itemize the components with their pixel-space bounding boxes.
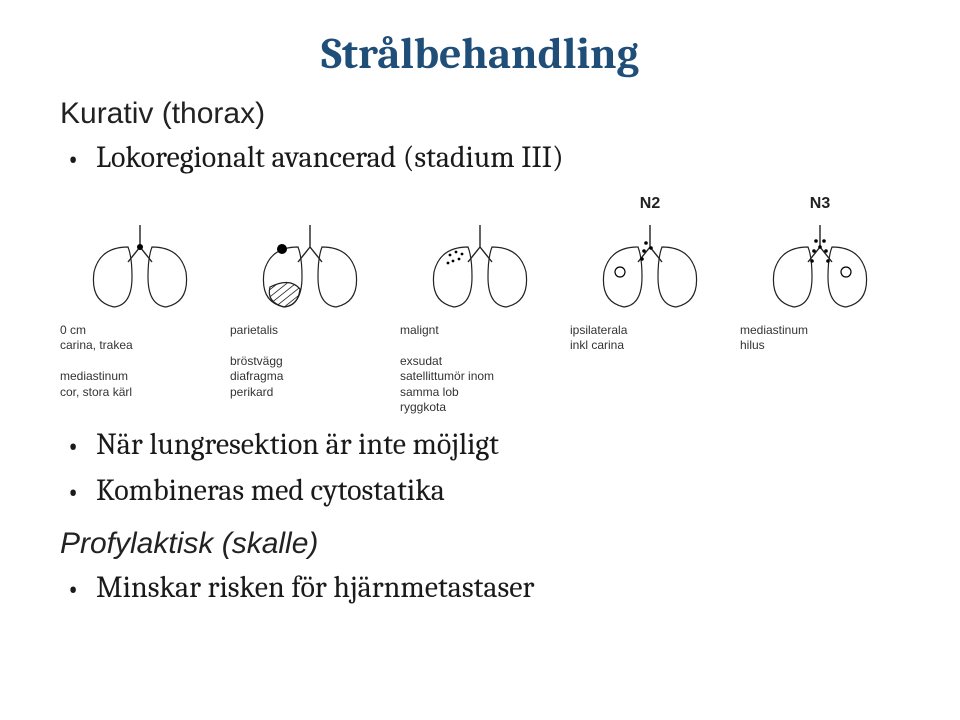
diagram-caption: 0 cm carina, trakea mediastinum cor, sto… — [60, 323, 220, 401]
hatched-region-icon — [252, 264, 318, 317]
n-label: N2 — [640, 195, 660, 215]
diagram-cell-n3: N3 mediastinum hilus — [740, 195, 900, 354]
diagram-cell-n2: N2 ipsilaterala inkl carina — [570, 195, 730, 354]
lungs-icon — [240, 217, 380, 317]
lungs-icon — [70, 217, 210, 317]
diagram-caption: mediastinum hilus — [740, 323, 900, 354]
section-heading-profylaktisk: Profylaktisk (skalle) — [60, 527, 900, 561]
bullets-section2: När lungresektion är inte möjligt Kombin… — [60, 426, 900, 509]
bullets-kurativ: Lokoregionalt avancerad (stadium III) — [60, 139, 900, 177]
lung-diagram-strip: 0 cm carina, trakea mediastinum cor, sto… — [60, 195, 900, 417]
slide: Strålbehandling Kurativ (thorax) Lokoreg… — [0, 0, 960, 720]
bullet-item: Minskar risken för hjärnmetastaser — [60, 569, 900, 607]
diagram-caption: parietalis bröstvägg diafragma perikard — [230, 323, 390, 401]
diagram-cell-t2: parietalis bröstvägg diafragma perikard — [230, 195, 390, 401]
diagram-caption: malignt exsudat satellittumör inom samma… — [400, 323, 560, 417]
lungs-icon — [580, 217, 720, 317]
lungs-icon — [410, 217, 550, 317]
bullet-item: Kombineras med cytostatika — [60, 472, 900, 510]
diagram-cell-t1: 0 cm carina, trakea mediastinum cor, sto… — [60, 195, 220, 401]
bullet-item: Lokoregionalt avancerad (stadium III) — [60, 139, 900, 177]
diagram-cell-t3: malignt exsudat satellittumör inom samma… — [400, 195, 560, 417]
bullet-item: När lungresektion är inte möjligt — [60, 426, 900, 464]
n-label: N3 — [810, 195, 830, 215]
lungs-icon — [750, 217, 890, 317]
section-heading-kurativ: Kurativ (thorax) — [60, 97, 900, 131]
slide-title: Strålbehandling — [60, 28, 900, 79]
bullets-profylaktisk: Minskar risken för hjärnmetastaser — [60, 569, 900, 607]
diagram-caption: ipsilaterala inkl carina — [570, 323, 730, 354]
